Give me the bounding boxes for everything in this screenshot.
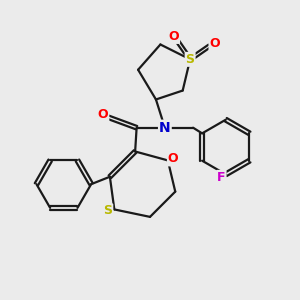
Text: S: S (103, 204, 112, 218)
Text: O: O (98, 108, 108, 122)
Text: F: F (217, 171, 226, 184)
Text: O: O (168, 152, 178, 165)
Text: N: N (159, 121, 171, 135)
Text: O: O (169, 30, 179, 43)
Text: S: S (186, 53, 195, 66)
Text: O: O (209, 37, 220, 50)
